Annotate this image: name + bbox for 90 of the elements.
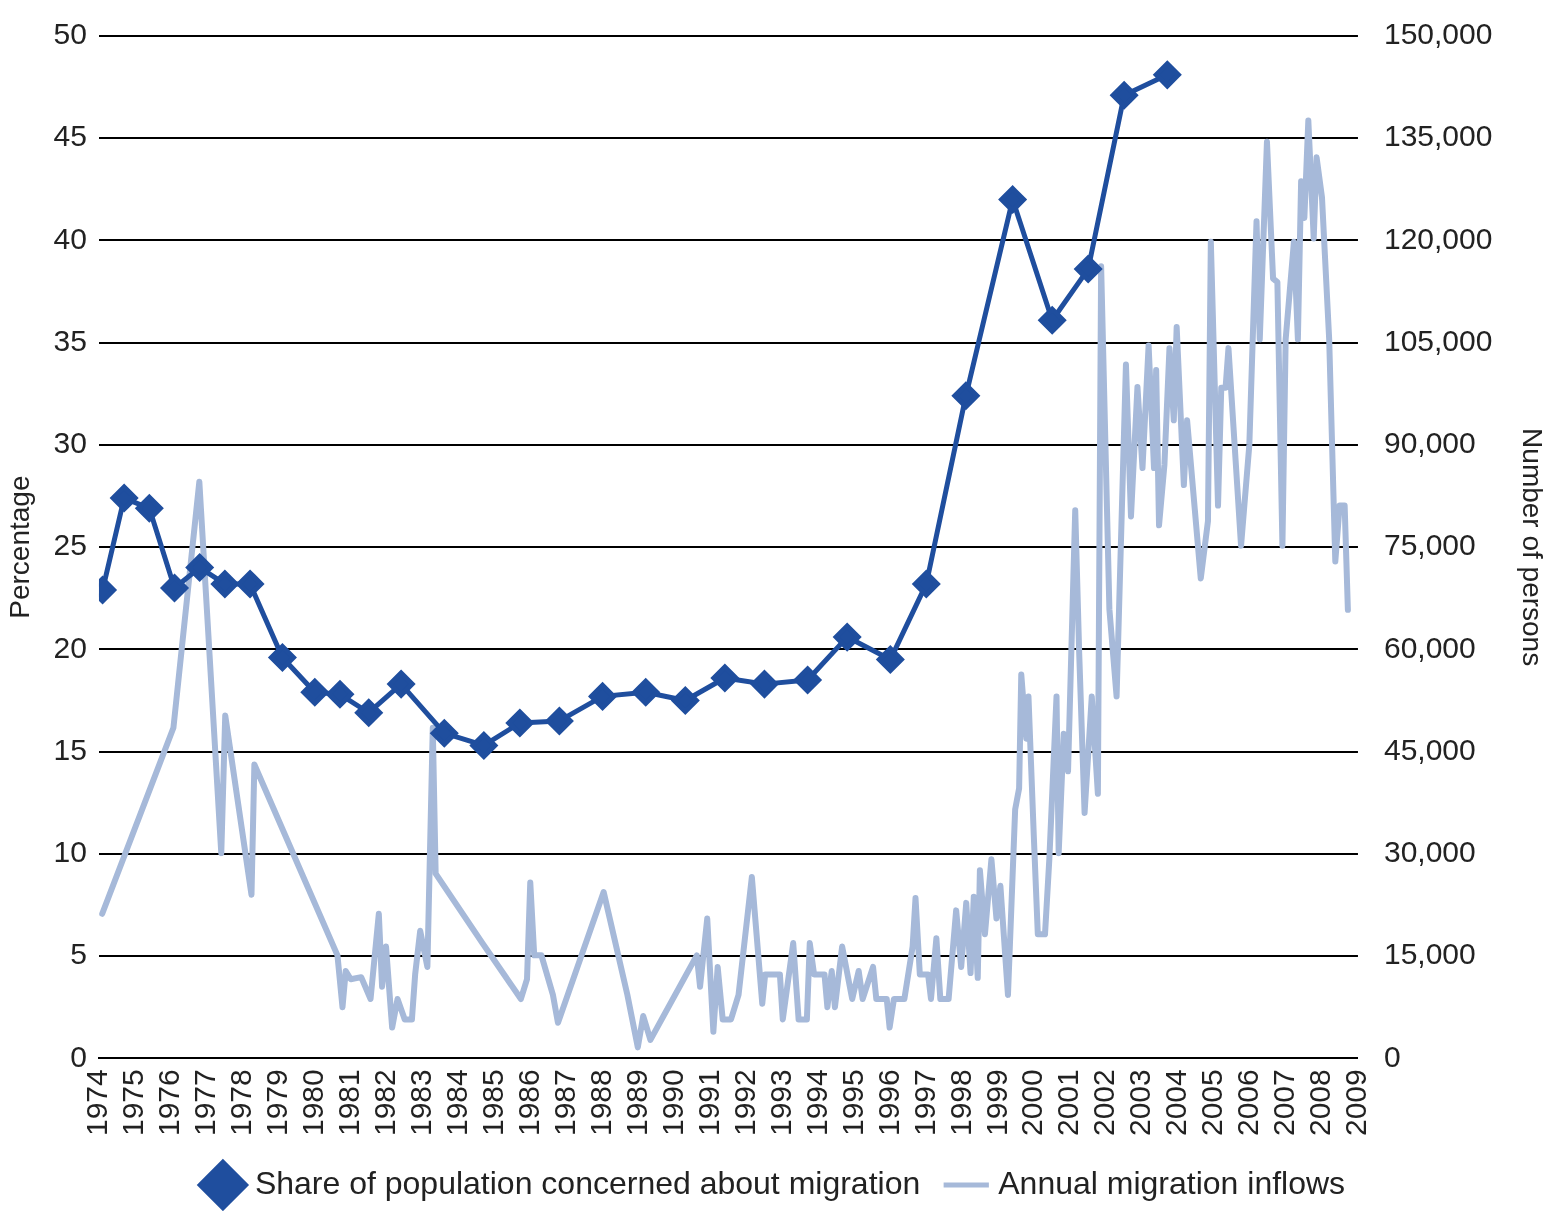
x-tick-label: 1996 [871, 1069, 905, 1137]
y2-tick-label: 90,000 [1383, 426, 1476, 460]
y2-axis-title: Number of persons [1517, 428, 1549, 667]
x-tick-label: 2008 [1303, 1069, 1337, 1137]
y-tick-label: 5 [70, 937, 87, 971]
y-tick-label: 25 [53, 528, 87, 562]
x-tick-label: 2007 [1267, 1069, 1301, 1137]
x-tick-label: 1975 [116, 1069, 150, 1137]
point [211, 570, 239, 598]
point [671, 686, 699, 714]
x-tick-label: 2002 [1087, 1069, 1121, 1137]
point [236, 570, 264, 598]
x-tick-label: 1986 [511, 1069, 545, 1137]
point [952, 382, 980, 410]
x-tick-label: 1982 [368, 1069, 401, 1137]
y-tick-label: 50 [53, 17, 87, 51]
y2-tick-label: 105,000 [1383, 323, 1493, 357]
y2-tick-label: 45,000 [1383, 732, 1476, 766]
x-tick-label: 2004 [1159, 1069, 1193, 1137]
x-tick-label: 1993 [763, 1069, 797, 1137]
point [750, 670, 778, 698]
y2-tick-label: 15,000 [1383, 937, 1476, 971]
y-tick-label: 40 [53, 221, 87, 255]
point [711, 664, 739, 692]
point [1110, 81, 1138, 109]
x-tick-label: 2000 [1015, 1069, 1049, 1137]
point [135, 494, 163, 522]
x-tick-label: 2005 [1195, 1069, 1229, 1137]
y-tick-label: 30 [53, 426, 87, 460]
legend-label: Annual migration inflows [998, 1164, 1346, 1201]
y2-tick-label: 60,000 [1383, 630, 1476, 664]
x-tick-label: 1978 [224, 1069, 258, 1137]
point [110, 484, 138, 512]
x-tick-label: 1989 [619, 1069, 653, 1137]
y2-tick-label: 120,000 [1383, 221, 1493, 255]
point [1074, 255, 1102, 283]
point [387, 670, 415, 698]
x-tick-label: 1980 [296, 1069, 330, 1137]
point [186, 554, 214, 582]
point [1038, 306, 1066, 334]
y-tick-label: 15 [53, 732, 87, 766]
y-axis-title: Percentage [3, 475, 35, 619]
point [161, 574, 189, 602]
x-tick-label: 2006 [1231, 1069, 1265, 1137]
point [1153, 61, 1181, 89]
x-tick-label: 1976 [152, 1069, 186, 1137]
point [833, 623, 861, 651]
y2-tick-label: 135,000 [1383, 119, 1493, 153]
x-tick-label: 1998 [943, 1069, 977, 1137]
x-tick-label: 1994 [799, 1069, 833, 1137]
legend-label: Share of population concerned about migration [254, 1164, 921, 1201]
y2-tick-label: 30,000 [1383, 835, 1476, 869]
point [912, 570, 940, 598]
y-tick-label: 35 [53, 323, 87, 357]
x-tick-label: 1979 [260, 1069, 294, 1137]
x-tick-label: 1985 [475, 1069, 509, 1137]
point [355, 699, 383, 727]
x-tick-label: 1981 [332, 1069, 366, 1137]
point [470, 731, 498, 759]
point [326, 680, 354, 708]
x-tick-label: 1983 [403, 1069, 437, 1137]
x-tick-label: 1990 [655, 1069, 689, 1137]
point [589, 682, 617, 710]
point [876, 646, 904, 674]
x-tick-label: 1992 [727, 1069, 761, 1137]
y-tick-label: 10 [53, 835, 87, 869]
x-tick-label: 1999 [979, 1069, 1013, 1137]
x-tick-label: 1984 [439, 1069, 473, 1137]
point [268, 644, 296, 672]
x-tick-label: 2009 [1339, 1069, 1373, 1137]
y2-tick-label: 75,000 [1383, 528, 1476, 562]
y2-tick-label: 0 [1383, 1039, 1401, 1073]
x-tick-label: 1987 [547, 1069, 581, 1137]
point [632, 678, 660, 706]
y-tick-label: 20 [53, 630, 87, 664]
x-tick-label: 1995 [835, 1069, 869, 1137]
point [545, 707, 573, 735]
x-tick-label: 2003 [1123, 1069, 1157, 1137]
y2-tick-label: 150,000 [1383, 17, 1493, 51]
point [794, 666, 822, 694]
x-tick-label: 1991 [691, 1069, 725, 1137]
y-tick-label: 45 [53, 119, 87, 153]
x-tick-label: 2001 [1051, 1069, 1085, 1137]
x-tick-label: 1977 [188, 1069, 222, 1137]
x-tick-label: 1988 [583, 1069, 617, 1137]
point [999, 186, 1027, 214]
point [430, 719, 458, 747]
point [506, 709, 534, 737]
x-tick-label: 1997 [907, 1069, 941, 1137]
point [301, 678, 329, 706]
